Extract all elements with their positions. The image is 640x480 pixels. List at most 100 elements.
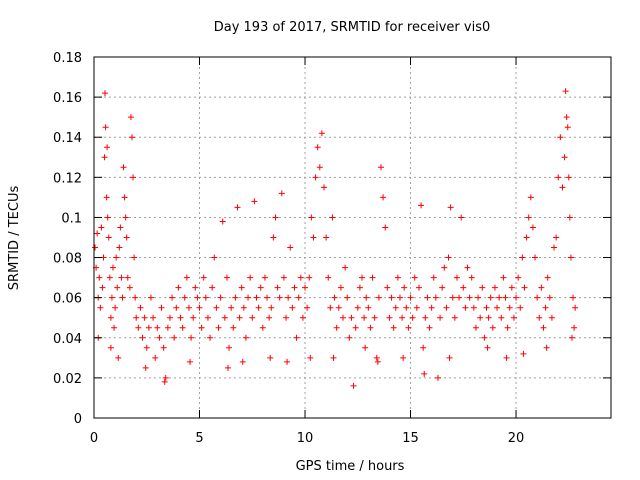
x-tick-label: 15	[402, 431, 419, 446]
data-point	[464, 264, 471, 271]
data-point	[116, 244, 123, 251]
data-point	[128, 134, 135, 141]
data-point	[544, 274, 551, 281]
data-point	[562, 88, 569, 95]
data-point	[348, 314, 355, 321]
data-point	[382, 224, 389, 231]
data-point	[386, 314, 393, 321]
data-point	[108, 294, 115, 301]
data-point	[141, 314, 148, 321]
data-point	[117, 224, 124, 231]
data-point	[217, 294, 224, 301]
data-point	[187, 358, 194, 365]
data-point	[532, 254, 539, 261]
data-point	[510, 314, 517, 321]
data-point	[515, 274, 522, 281]
data-point	[458, 214, 465, 221]
data-point	[106, 274, 113, 281]
data-point	[284, 358, 291, 365]
data-point	[362, 344, 369, 351]
data-point	[103, 194, 110, 201]
data-point	[98, 224, 105, 231]
data-point	[555, 174, 562, 181]
data-point	[99, 284, 106, 291]
data-point	[314, 144, 321, 151]
data-point	[104, 144, 111, 151]
data-point	[124, 274, 131, 281]
data-point	[561, 154, 568, 161]
data-point	[249, 314, 256, 321]
data-point	[451, 314, 458, 321]
data-point	[145, 324, 152, 331]
data-point	[529, 224, 536, 231]
data-point	[342, 264, 349, 271]
data-point	[559, 184, 566, 191]
data-point	[513, 294, 520, 301]
data-point	[557, 134, 564, 141]
y-tick-label: 0.18	[53, 51, 82, 66]
data-point	[101, 90, 108, 97]
data-point	[221, 314, 228, 321]
data-point	[371, 314, 378, 321]
data-point	[392, 304, 399, 311]
data-point	[200, 274, 207, 281]
data-point	[306, 274, 313, 281]
data-point	[481, 334, 488, 341]
data-point	[517, 304, 524, 311]
plot-frame	[93, 56, 612, 419]
data-point	[131, 254, 138, 261]
data-point	[318, 130, 325, 137]
data-point	[506, 304, 513, 311]
data-point	[105, 234, 112, 241]
data-point	[565, 174, 572, 181]
data-point	[188, 334, 195, 341]
data-point	[223, 274, 230, 281]
data-point	[156, 334, 163, 341]
data-point	[443, 304, 450, 311]
data-point	[308, 214, 315, 221]
data-point	[441, 264, 448, 271]
data-point	[150, 314, 157, 321]
data-point	[508, 284, 515, 291]
data-point	[224, 364, 231, 371]
data-point	[483, 304, 490, 311]
data-point	[525, 214, 532, 221]
x-tick-label: 10	[297, 431, 314, 446]
data-point	[112, 304, 119, 311]
data-point	[361, 314, 368, 321]
data-point	[394, 274, 401, 281]
data-point	[446, 354, 453, 361]
data-point	[114, 284, 121, 291]
data-point	[373, 354, 380, 361]
data-point	[403, 304, 410, 311]
data-point	[264, 294, 271, 301]
data-point	[546, 294, 553, 301]
y-axis-ticks: 0 0.02 0.04 0.06 0.08 0.1 0.12 0.14 0.16 0.18	[53, 51, 611, 427]
data-point	[380, 194, 387, 201]
data-point	[405, 324, 412, 331]
data-point	[551, 244, 558, 251]
data-point	[477, 314, 484, 321]
data-point	[519, 254, 526, 261]
data-point	[280, 274, 287, 281]
data-point	[420, 344, 427, 351]
data-point	[96, 274, 103, 281]
data-point	[161, 378, 168, 385]
data-point	[337, 284, 344, 291]
data-point	[413, 304, 420, 311]
data-point	[158, 304, 165, 311]
data-point	[115, 354, 122, 361]
data-point	[109, 264, 116, 271]
data-point	[185, 304, 192, 311]
data-point	[563, 114, 570, 121]
data-point	[475, 294, 482, 301]
x-axis-ticks: 0 5 10 15 20	[90, 57, 524, 446]
data-point	[230, 324, 237, 331]
data-point	[285, 294, 292, 301]
data-point	[310, 234, 317, 241]
data-point	[566, 214, 573, 221]
data-point	[520, 350, 527, 357]
data-point	[291, 284, 298, 291]
data-point	[411, 274, 418, 281]
data-point	[160, 344, 167, 351]
